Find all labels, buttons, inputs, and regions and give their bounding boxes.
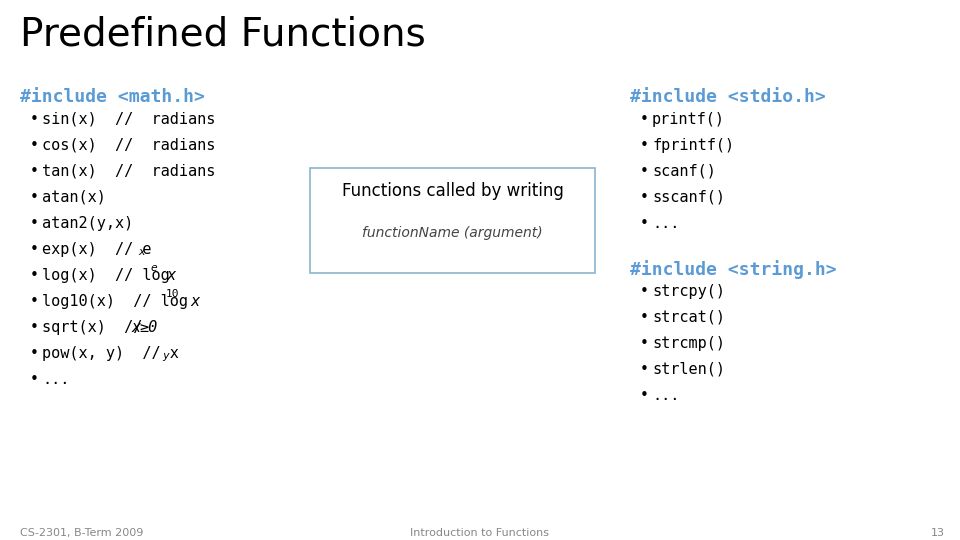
Text: Predefined Functions: Predefined Functions <box>20 15 425 53</box>
Text: scanf(): scanf() <box>652 164 716 179</box>
Text: Introduction to Functions: Introduction to Functions <box>411 528 549 538</box>
Text: cos(x)  //  radians: cos(x) // radians <box>42 138 215 153</box>
Text: •: • <box>640 284 649 299</box>
Text: strlen(): strlen() <box>652 362 725 377</box>
Text: atan2(y,x): atan2(y,x) <box>42 216 133 231</box>
Text: •: • <box>30 268 38 283</box>
Text: CS-2301, B-Term 2009: CS-2301, B-Term 2009 <box>20 528 143 538</box>
Text: •: • <box>640 388 649 403</box>
Text: ≥0: ≥0 <box>139 320 157 335</box>
Text: •: • <box>640 190 649 205</box>
Text: exp(x)  // e: exp(x) // e <box>42 242 152 257</box>
Text: •: • <box>30 138 38 153</box>
Text: •: • <box>640 164 649 179</box>
Text: 10: 10 <box>166 289 180 299</box>
Text: fprintf(): fprintf() <box>652 138 734 153</box>
Text: sqrt(x)  //: sqrt(x) // <box>42 320 152 335</box>
Text: tan(x)  //  radians: tan(x) // radians <box>42 164 215 179</box>
Text: log(x)  // log: log(x) // log <box>42 268 170 283</box>
Text: atan(x): atan(x) <box>42 190 106 205</box>
Text: •: • <box>640 112 649 127</box>
Text: •: • <box>30 372 38 387</box>
Text: •: • <box>30 216 38 231</box>
Text: #include <math.h>: #include <math.h> <box>20 88 204 106</box>
Text: y: y <box>162 351 169 361</box>
Text: 13: 13 <box>931 528 945 538</box>
Text: log10(x)  // log: log10(x) // log <box>42 294 188 309</box>
Text: strcpy(): strcpy() <box>652 284 725 299</box>
Text: x: x <box>138 247 145 257</box>
Text: ...: ... <box>652 216 680 231</box>
Text: strcmp(): strcmp() <box>652 336 725 351</box>
Text: ...: ... <box>652 388 680 403</box>
Text: strcat(): strcat() <box>652 310 725 325</box>
Text: •: • <box>30 294 38 309</box>
Text: x: x <box>182 294 201 309</box>
Text: •: • <box>640 216 649 231</box>
Text: printf(): printf() <box>652 112 725 127</box>
Text: #include <string.h>: #include <string.h> <box>630 260 836 279</box>
Text: Functions called by writing: Functions called by writing <box>342 182 564 200</box>
Text: e: e <box>150 263 156 273</box>
Text: •: • <box>640 336 649 351</box>
Text: •: • <box>640 310 649 325</box>
Text: •: • <box>30 164 38 179</box>
Text: #include <stdio.h>: #include <stdio.h> <box>630 88 826 106</box>
Text: •: • <box>640 138 649 153</box>
Text: sscanf(): sscanf() <box>652 190 725 205</box>
Text: sin(x)  //  radians: sin(x) // radians <box>42 112 215 127</box>
Text: •: • <box>30 112 38 127</box>
Text: x: x <box>132 320 141 335</box>
Text: •: • <box>30 242 38 257</box>
FancyBboxPatch shape <box>310 168 595 273</box>
Text: •: • <box>30 320 38 335</box>
Text: functionName (argument): functionName (argument) <box>362 226 542 240</box>
Text: •: • <box>30 190 38 205</box>
Text: •: • <box>30 346 38 361</box>
Text: •: • <box>640 362 649 377</box>
Text: pow(x, y)  // x: pow(x, y) // x <box>42 346 179 361</box>
Text: x: x <box>158 268 177 283</box>
Text: ...: ... <box>42 372 69 387</box>
